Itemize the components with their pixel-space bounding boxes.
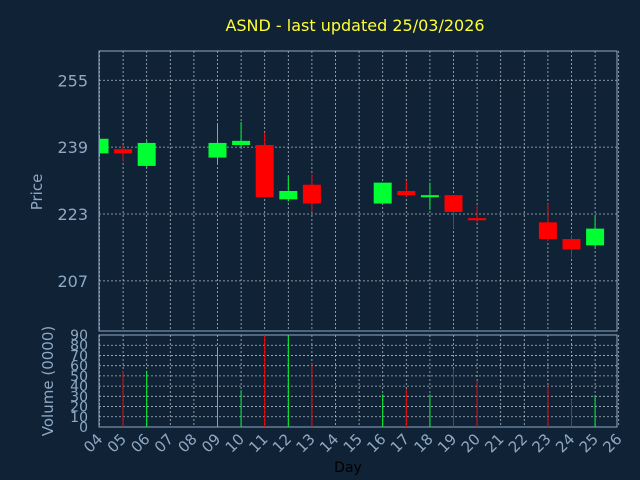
x-tick-label: 07 (151, 430, 177, 456)
candle (468, 205, 487, 223)
volume-tick-label: 0 (79, 420, 88, 436)
candle-body (99, 138, 109, 154)
volume-tick-label: 90 (70, 328, 88, 344)
x-tick-label: 15 (340, 430, 366, 456)
candle (302, 174, 321, 212)
candle-body (468, 218, 487, 221)
candle-body (586, 228, 605, 246)
volume-tick-label: 60 (70, 359, 88, 375)
volume-tick-label: 40 (70, 379, 88, 395)
candle (279, 176, 298, 202)
x-tick-label: 24 (552, 430, 578, 456)
volume-panel-frame (98, 334, 618, 428)
candle-body (114, 149, 133, 154)
candle-body (397, 191, 416, 196)
x-tick-label: 23 (528, 430, 554, 456)
x-tick-label: 16 (363, 430, 389, 456)
candle (444, 195, 463, 229)
candle (562, 234, 581, 258)
x-tick-label: 26 (599, 430, 625, 456)
volume-tick-label: 70 (70, 348, 88, 364)
price-axis: 207 223 239 255 (57, 71, 88, 291)
price-panel-frame (98, 50, 618, 332)
candle-body (255, 145, 274, 198)
volume-tick-label: 20 (70, 400, 88, 416)
candle (232, 122, 251, 148)
volume-tick-label: 10 (70, 410, 88, 426)
price-axis-label: Price (28, 174, 46, 211)
candles (99, 122, 605, 258)
x-tick-label: 08 (174, 430, 200, 456)
x-tick-label: 25 (576, 430, 602, 456)
candle (420, 182, 439, 210)
candle (255, 132, 274, 198)
x-tick-label: 10 (222, 430, 248, 456)
x-tick-label: 05 (104, 430, 130, 456)
candle (99, 136, 109, 156)
x-tick-label: 09 (198, 430, 224, 456)
volume-tick-label: 80 (70, 338, 88, 354)
candle-body (444, 195, 463, 212)
candle-body (562, 239, 581, 250)
x-tick-label: 19 (434, 430, 460, 456)
volume-bars (122, 335, 596, 427)
volume-tick-label: 50 (70, 369, 88, 385)
x-tick-label: 06 (127, 430, 153, 456)
candle (538, 203, 557, 242)
candle-body (302, 184, 321, 204)
candle-body (538, 222, 557, 240)
price-tick-label: 239 (57, 138, 88, 157)
candle (137, 140, 156, 169)
volume-axis-label: Volume (0000) (39, 326, 57, 436)
candle-body (373, 182, 392, 204)
x-tick-label: 14 (316, 430, 342, 456)
x-axis: 0405060708091011121314151617181920212223… (80, 430, 625, 456)
candle (373, 182, 392, 204)
price-tick-label: 207 (57, 272, 88, 291)
candle-body (279, 191, 298, 200)
chart-title: ASND - last updated 25/03/2026 (225, 16, 484, 35)
price-tick-label: 223 (57, 205, 88, 224)
x-tick-label: 17 (387, 430, 413, 456)
x-tick-label: 11 (245, 430, 271, 456)
x-tick-label: 21 (481, 430, 507, 456)
candle (397, 180, 416, 198)
x-tick-label: 22 (505, 430, 531, 456)
candle-body (232, 140, 251, 146)
x-tick-label: 12 (269, 430, 295, 456)
volume-tick-label: 30 (70, 389, 88, 405)
x-tick-label: 18 (410, 430, 436, 456)
candle (586, 216, 605, 248)
candle (114, 145, 133, 162)
x-tick-label: 20 (458, 430, 484, 456)
candle (208, 124, 227, 164)
x-tick-label: 13 (292, 430, 318, 456)
candle-body (208, 142, 227, 158)
candle-body (137, 142, 156, 166)
x-axis-label: Day (334, 460, 362, 476)
price-tick-label: 255 (57, 71, 88, 90)
candle-body (420, 195, 439, 198)
